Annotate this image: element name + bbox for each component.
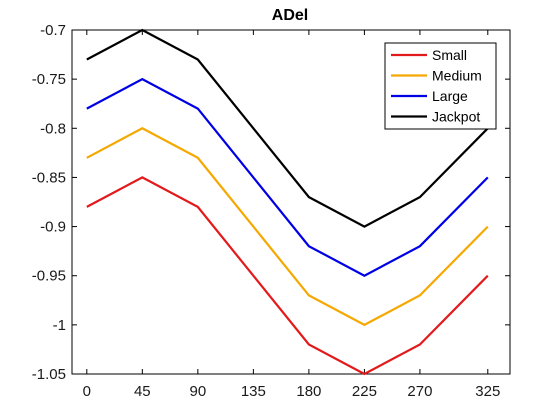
- x-tick-label: 270: [407, 383, 432, 400]
- y-tick-label: -0.75: [32, 71, 66, 88]
- series-line-medium: [86, 127, 489, 327]
- series-line-large: [86, 77, 489, 277]
- legend-label-medium: Medium: [432, 68, 482, 84]
- chart-title: ADel: [272, 7, 308, 24]
- series-line-small: [86, 176, 489, 376]
- legend: Small Medium Large Jackpot: [384, 42, 497, 130]
- y-tick-label: -1.05: [32, 366, 66, 383]
- x-tick-label: 45: [134, 383, 151, 400]
- legend-label-large: Large: [432, 88, 468, 104]
- x-tick-label: 90: [190, 383, 207, 400]
- legend-label-jackpot: Jackpot: [432, 109, 480, 125]
- x-tick-label: 225: [352, 383, 377, 400]
- axis-ticks: -0.7 -0.75 -0.8 -0.85 -0.9 -0.95 -1 -1.05 0 45 90 1…: [32, 22, 510, 400]
- series-line-jackpot: [86, 28, 489, 228]
- x-tick-label: 135: [241, 383, 266, 400]
- y-tick-label: -0.85: [32, 169, 66, 186]
- y-tick-label: -0.95: [32, 268, 66, 285]
- legend-box: [384, 42, 497, 130]
- x-tick-label: 180: [296, 383, 321, 400]
- legend-label-small: Small: [432, 47, 467, 63]
- y-tick-label: -0.7: [40, 22, 66, 39]
- y-tick-label: -0.9: [40, 219, 66, 236]
- y-tick-label: -1: [53, 317, 66, 334]
- x-tick-label: 0: [83, 383, 91, 400]
- x-tick-label: 325: [475, 383, 500, 400]
- series-lines: [86, 28, 489, 376]
- y-tick-label: -0.8: [40, 120, 66, 137]
